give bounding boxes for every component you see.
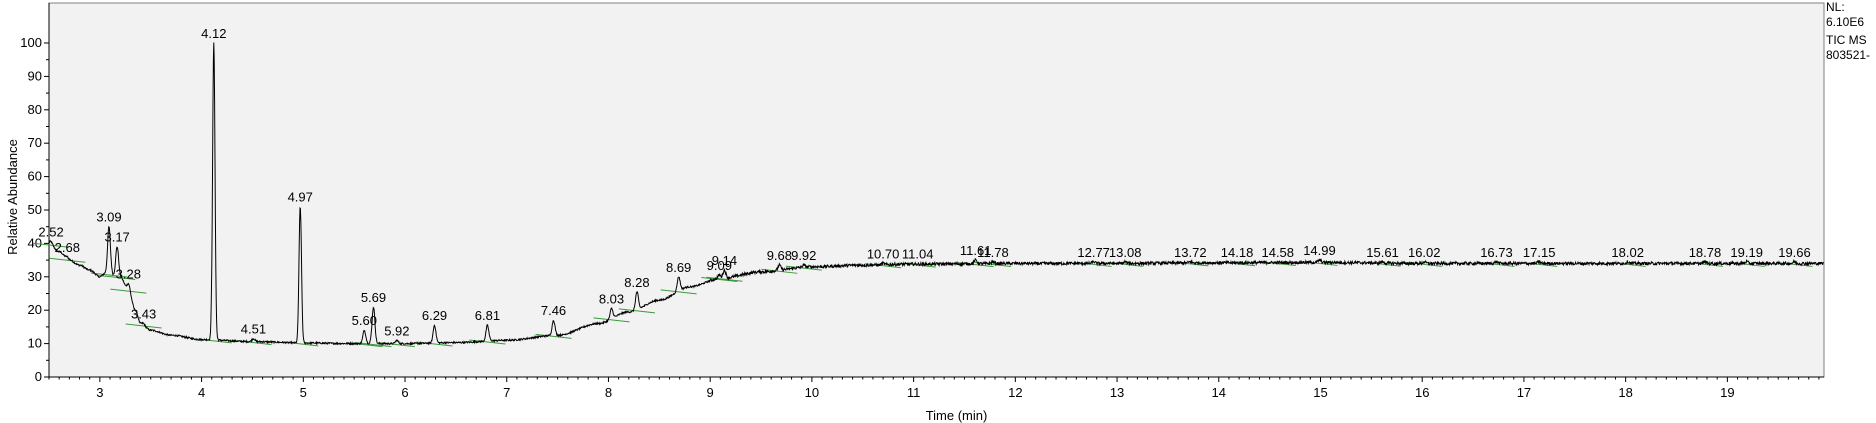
peak-label: 9.09 xyxy=(707,258,732,273)
x-tick-label: 14 xyxy=(1212,385,1226,400)
peak-marker xyxy=(701,277,738,282)
peak-label: 5.60 xyxy=(352,313,377,328)
peak-label: 8.28 xyxy=(624,275,649,290)
x-tick-label: 5 xyxy=(300,385,307,400)
nl-label: NL: xyxy=(1826,0,1845,14)
x-tick-label: 17 xyxy=(1517,385,1531,400)
peak-marker xyxy=(660,289,697,295)
peak-label: 8.03 xyxy=(599,292,624,307)
nl-value: 6.10E6 xyxy=(1826,15,1865,29)
peak-label: 12.77 xyxy=(1077,245,1110,260)
y-tick-label: 90 xyxy=(28,68,42,83)
peak-label: 17.15 xyxy=(1523,245,1556,260)
plot-area xyxy=(48,2,1825,378)
x-axis: 3 4 5 6 7 8 9 10 11 12 13 14 15 16 17 18 19 xyxy=(48,376,1824,400)
y-tick-label: 30 xyxy=(28,269,42,284)
peak-label: 16.73 xyxy=(1480,245,1513,260)
x-tick-label: 12 xyxy=(1008,385,1022,400)
peak-marker xyxy=(785,265,822,271)
peak-label: 14.18 xyxy=(1221,245,1254,260)
y-tick-label: 50 xyxy=(28,202,42,217)
y-tick-label: 80 xyxy=(28,102,42,117)
peak-label: 6.81 xyxy=(475,308,500,323)
peak-label: 10.70 xyxy=(867,246,900,261)
peak-marker xyxy=(1776,261,1813,267)
x-tick-label: 16 xyxy=(1415,385,1429,400)
peak-label: 9.14 xyxy=(712,253,737,268)
peak-label: 19.66 xyxy=(1778,245,1811,260)
peak-label: 19.19 xyxy=(1730,245,1763,260)
peak-marker xyxy=(974,262,1012,268)
peak-marker xyxy=(593,317,630,323)
y-axis-title: Relative Abundance xyxy=(5,139,20,255)
peak-marker xyxy=(535,333,572,339)
peak-marker xyxy=(32,242,70,248)
y-tick-label: 70 xyxy=(28,135,42,150)
y-tick-label: 10 xyxy=(28,336,42,351)
peak-marker xyxy=(110,288,147,294)
x-tick-label: 3 xyxy=(96,385,103,400)
peak-label: 13.72 xyxy=(1174,245,1207,260)
x-tick-label: 7 xyxy=(503,385,510,400)
peak-label: 2.68 xyxy=(55,240,80,255)
peak-label: 18.02 xyxy=(1611,245,1644,260)
peak-marker xyxy=(99,274,136,280)
peak-label: 14.99 xyxy=(1303,243,1336,258)
tic-trace-line xyxy=(48,42,1824,346)
peak-label: 3.17 xyxy=(104,230,129,245)
x-tick-label: 9 xyxy=(707,385,714,400)
peak-label: 18.78 xyxy=(1689,245,1722,260)
peak-label: 3.28 xyxy=(116,266,141,281)
peak-label: 5.92 xyxy=(384,323,409,338)
x-tick-label: 19 xyxy=(1720,385,1734,400)
y-tick-label: 100 xyxy=(20,35,42,50)
peak-marker xyxy=(49,257,86,263)
y-tick-label: 60 xyxy=(28,169,42,184)
peak-label: 16.02 xyxy=(1408,245,1441,260)
peak-label: 9.68 xyxy=(767,248,792,263)
peak-label: 13.08 xyxy=(1109,245,1142,260)
peak-marker xyxy=(1521,261,1558,267)
y-tick-label: 40 xyxy=(28,235,42,250)
x-tick-label: 8 xyxy=(605,385,612,400)
peak-label: 11.78 xyxy=(977,245,1009,260)
peak-label: 4.12 xyxy=(201,26,226,41)
peak-label: 14.58 xyxy=(1261,245,1294,260)
peak-marker xyxy=(469,339,506,345)
file-label: 803521- xyxy=(1826,48,1871,62)
y-axis: 0 10 20 30 40 50 60 70 80 90 100 xyxy=(20,3,50,384)
peak-label-layer: 2.522.68 3.09 3.17 3.28 3.43 4.12 4.51 4.97 5.60… xyxy=(38,26,1810,338)
x-tick-label: 18 xyxy=(1618,385,1632,400)
trace-label: TIC MS xyxy=(1826,33,1867,47)
peak-label: 3.09 xyxy=(96,210,121,225)
x-tick-label: 6 xyxy=(401,385,408,400)
x-tick-label: 4 xyxy=(198,385,205,400)
peak-label: 6.29 xyxy=(422,308,447,323)
x-tick-label: 15 xyxy=(1313,385,1327,400)
peak-label: 9.92 xyxy=(791,248,816,263)
peak-label: 4.97 xyxy=(288,190,313,205)
peak-marker xyxy=(618,308,655,314)
x-tick-label: 11 xyxy=(907,385,921,400)
y-tick-label: 0 xyxy=(35,369,42,384)
peak-label: 4.51 xyxy=(241,322,266,337)
peak-label: 3.43 xyxy=(131,307,156,322)
peak-label: 11.61 xyxy=(960,243,992,258)
peak-label: 8.69 xyxy=(666,260,691,275)
peak-label: 11.04 xyxy=(902,246,934,261)
peak-label: 5.69 xyxy=(361,290,386,305)
x-axis-title: Time (min) xyxy=(926,408,988,423)
y-tick-label: 20 xyxy=(28,302,42,317)
x-tick-label: 13 xyxy=(1110,385,1124,400)
peak-marker xyxy=(125,323,162,329)
peak-label: 7.46 xyxy=(541,303,566,318)
peak-label: 15.61 xyxy=(1366,245,1399,260)
peak-marker xyxy=(706,276,743,282)
x-tick-label: 10 xyxy=(805,385,819,400)
peak-label: 2.52 xyxy=(38,225,63,240)
peak-marker-layer xyxy=(32,242,1813,348)
